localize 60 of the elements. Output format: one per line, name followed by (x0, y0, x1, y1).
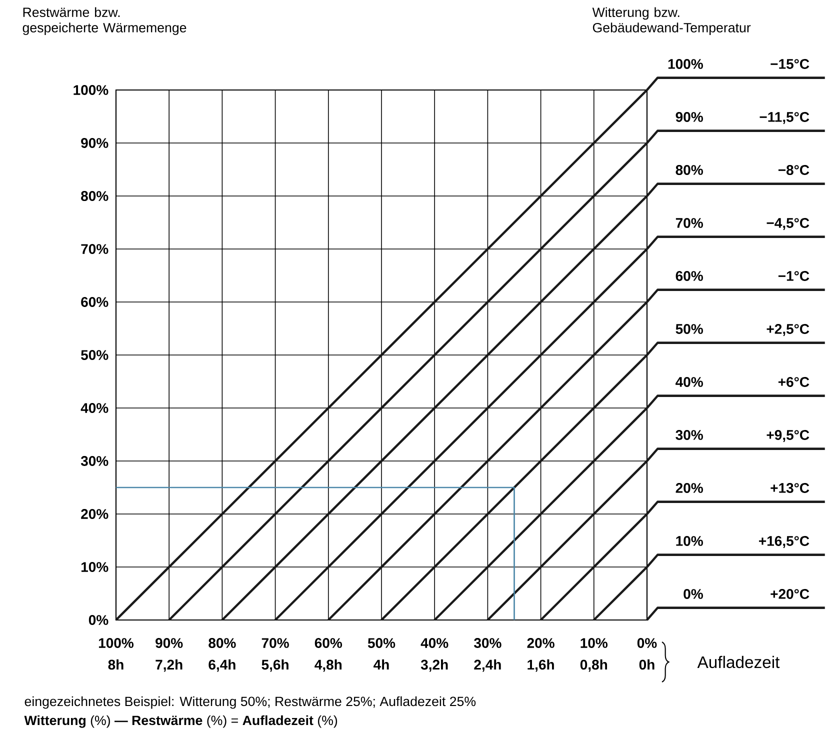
text: −11,5°C (760, 112, 810, 124)
series-label: 30% (676, 430, 703, 440)
series-label: 100% (668, 59, 703, 69)
y-tick-label: 40% (80, 403, 108, 413)
series-label: 70% (676, 218, 703, 228)
series-label: 60% (676, 271, 703, 281)
text: +2,5°C (766, 324, 810, 336)
x2-tick-label: 7,2h (156, 659, 182, 672)
series-label: 40% (676, 377, 703, 387)
series-label: 20% (676, 483, 703, 493)
y-tick-label: 80% (81, 191, 108, 201)
y-tick-label: 0% (88, 615, 108, 625)
x-tick-label: 0% (637, 638, 657, 648)
text: −15°C (770, 59, 810, 69)
series-label: 10% (676, 536, 703, 546)
x-tick-label: 20% (527, 638, 554, 648)
x-tick-label: 50% (368, 638, 396, 648)
y-tick-label: 10% (81, 562, 108, 572)
x2-tick-label: 4,8h (314, 659, 342, 672)
text: −8°C (778, 165, 810, 175)
y-tick-label: 90% (81, 138, 108, 148)
x2-tick-label: 5,6h (262, 659, 288, 672)
x-axis-title: Aufladezeit (697, 656, 780, 668)
x-tick-label: 100% (98, 638, 134, 648)
series-label: 0% (684, 589, 703, 599)
text: −4,5°C (766, 218, 810, 230)
y-tick-label: 30% (80, 456, 108, 466)
series-label: 50% (676, 324, 703, 334)
y-tick-label: 60% (81, 297, 108, 307)
x2-tick-label: 1,6h (528, 659, 554, 672)
x-tick-label: 80% (208, 638, 236, 648)
text: Witterung (%) — Restwärme (%) = Aufladezeit (%) (24, 715, 338, 728)
text: −1°C (778, 271, 810, 281)
y-tick-label: 20% (81, 509, 108, 519)
x-tick-label: 30% (474, 638, 502, 648)
y-tick-label: 50% (81, 350, 108, 360)
text: eingezeichnetes Beispiel: Witterung 50%; Restwärme 25%; Aufladezeit 25% (24, 696, 476, 709)
x2-tick-label: 0h (639, 659, 654, 670)
y-axis-title: Restwärme bzw. gespeicherte Wärmemenge (22, 7, 186, 36)
x-tick-label: 10% (580, 638, 608, 648)
x2-tick-label: 0,8h (580, 659, 608, 672)
x2-tick-label: 4h (374, 659, 389, 670)
y-tick-label: 70% (81, 244, 108, 254)
x2-tick-label: 8h (108, 659, 124, 670)
text: +6°C (778, 377, 810, 387)
x-tick-label: 40% (420, 638, 448, 648)
text: +9,5°C (766, 430, 810, 442)
legend-title: Witterung bzw. Gebäudewand-Temperatur (592, 7, 751, 36)
x-tick-label: 90% (156, 638, 183, 648)
x-tick-label: 70% (262, 638, 289, 648)
x-tick-label: 60% (314, 638, 342, 648)
y-tick-label: 100% (74, 85, 108, 95)
text: +16,5°C (759, 536, 810, 548)
series-label: 80% (676, 165, 703, 175)
x2-tick-label: 2,4h (474, 659, 501, 672)
x2-tick-label: 6,4h (208, 659, 236, 672)
text: +20°C (770, 589, 810, 599)
text: +13°C (770, 483, 810, 493)
series-label: 90% (676, 112, 703, 122)
x2-tick-label: 3,2h (420, 659, 448, 672)
